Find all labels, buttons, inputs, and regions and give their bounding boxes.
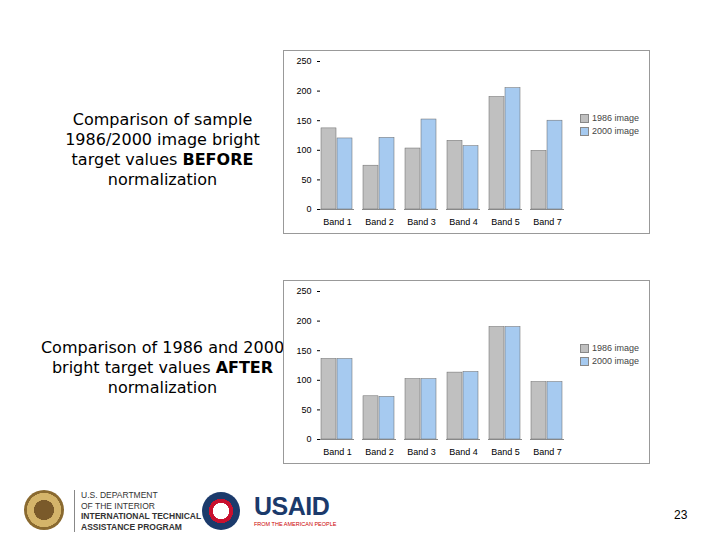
svg-text:150: 150 — [296, 116, 311, 126]
svg-text:Band 3: Band 3 — [407, 217, 436, 227]
svg-text:Band 1: Band 1 — [323, 217, 352, 227]
html-text:normalization: normalization — [107, 378, 218, 397]
svg-text:100: 100 — [296, 145, 311, 155]
svg-text:Band 7: Band 7 — [533, 447, 562, 457]
svg-text:Band 3: Band 3 — [407, 447, 436, 457]
svg-text:200: 200 — [296, 86, 311, 96]
html-text:Comparison of sample: Comparison of sample — [72, 110, 253, 129]
svg-text:Band 1: Band 1 — [323, 447, 352, 457]
svg-text:0: 0 — [306, 204, 311, 214]
svg-text:50: 50 — [301, 175, 311, 185]
html-text:USAID: USAID — [254, 492, 330, 520]
svg-text:Band 5: Band 5 — [491, 447, 520, 457]
html-text:normalization: normalization — [107, 170, 218, 189]
svg-text:Band 4: Band 4 — [449, 447, 478, 457]
html-text:2000 image: 2000 image — [592, 126, 639, 136]
html-text:23: 23 — [674, 508, 688, 522]
html-text:2000 image: 2000 image — [592, 356, 639, 366]
html-text:INTERNATIONAL TECHNICAL: INTERNATIONAL TECHNICAL — [81, 511, 202, 521]
html-text:1986 image: 1986 image — [592, 343, 639, 353]
svg-text:0: 0 — [306, 434, 311, 444]
svg-text:Band 7: Band 7 — [533, 217, 562, 227]
svg-text:100: 100 — [296, 375, 311, 385]
html-text:Comparison of 1986 and 2000: Comparison of 1986 and 2000 — [40, 338, 285, 357]
svg-text:150: 150 — [296, 346, 311, 356]
html-text:1986 image: 1986 image — [592, 113, 639, 123]
html-text:OF THE INTERIOR: OF THE INTERIOR — [81, 500, 155, 511]
html-text:FROM THE AMERICAN PEOPLE: FROM THE AMERICAN PEOPLE — [254, 521, 337, 527]
svg-text:250: 250 — [296, 56, 311, 66]
svg-text:250: 250 — [296, 286, 311, 296]
svg-text:50: 50 — [301, 405, 311, 415]
html-text:1986/2000 image bright: 1986/2000 image bright — [65, 130, 260, 149]
svg-text:Band 2: Band 2 — [365, 447, 394, 457]
svg-text:Band 4: Band 4 — [449, 217, 478, 227]
html-text:bright target values AFTER: bright target values AFTER — [51, 358, 274, 377]
html-text:U.S. DEPARTMENT: U.S. DEPARTMENT — [81, 490, 158, 500]
svg-text:Band 5: Band 5 — [491, 217, 520, 227]
svg-text:200: 200 — [296, 316, 311, 326]
html-text:ASSISTANCE PROGRAM: ASSISTANCE PROGRAM — [81, 521, 182, 532]
html-text:target values BEFORE: target values BEFORE — [71, 150, 254, 169]
svg-text:Band 2: Band 2 — [365, 217, 394, 227]
